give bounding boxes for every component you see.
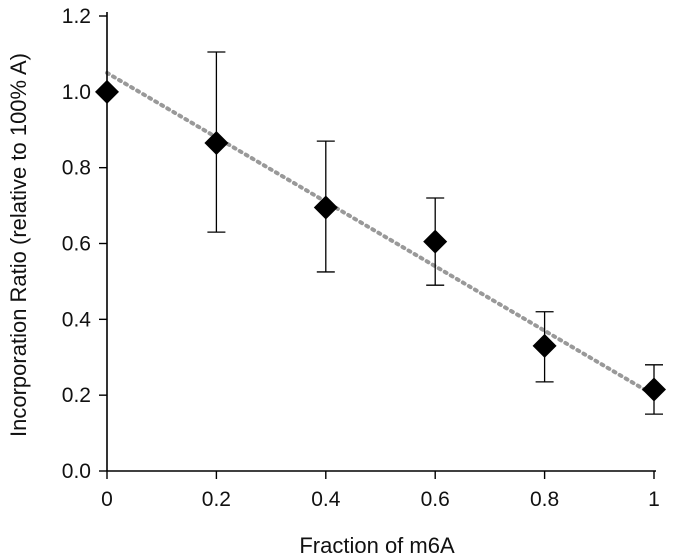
trendline bbox=[105, 70, 656, 398]
x-axis-title: Fraction of m6A bbox=[299, 533, 455, 558]
y-tick-label: 1.0 bbox=[62, 81, 91, 104]
data-point-diamond bbox=[313, 195, 338, 220]
y-tick-label: 0.0 bbox=[62, 460, 91, 483]
x-tick-label: 0.2 bbox=[202, 488, 231, 511]
x-tick-label: 0.6 bbox=[421, 488, 450, 511]
x-tick-label: 1 bbox=[648, 488, 660, 511]
data-point-diamond bbox=[423, 229, 448, 254]
trendline-group bbox=[105, 70, 656, 398]
data-point-diamond bbox=[532, 333, 557, 358]
x-tick-label: 0.4 bbox=[311, 488, 341, 511]
y-tick-label: 0.4 bbox=[62, 308, 92, 331]
data-point-diamond bbox=[642, 377, 666, 402]
data-point-diamond bbox=[204, 131, 229, 156]
x-tick-label: 0.8 bbox=[530, 488, 559, 511]
y-tick-label: 0.2 bbox=[62, 384, 91, 407]
y-tick-label: 0.6 bbox=[62, 233, 91, 256]
x-tick-label: 0 bbox=[101, 488, 113, 511]
axes-group bbox=[99, 12, 656, 479]
y-axis-title: Incorporation Ratio (relative to 100% A) bbox=[6, 53, 31, 437]
data-point-diamond bbox=[95, 79, 119, 104]
data-points-group bbox=[95, 79, 666, 402]
y-tick-label: 1.2 bbox=[62, 5, 91, 28]
y-tick-label: 0.8 bbox=[62, 157, 91, 180]
tick-labels-group: 0.0 0.2 0.4 0.6 0.8 1.0 1.2 0 0.2 0.4 0.6 0.8 1 bbox=[62, 5, 660, 511]
